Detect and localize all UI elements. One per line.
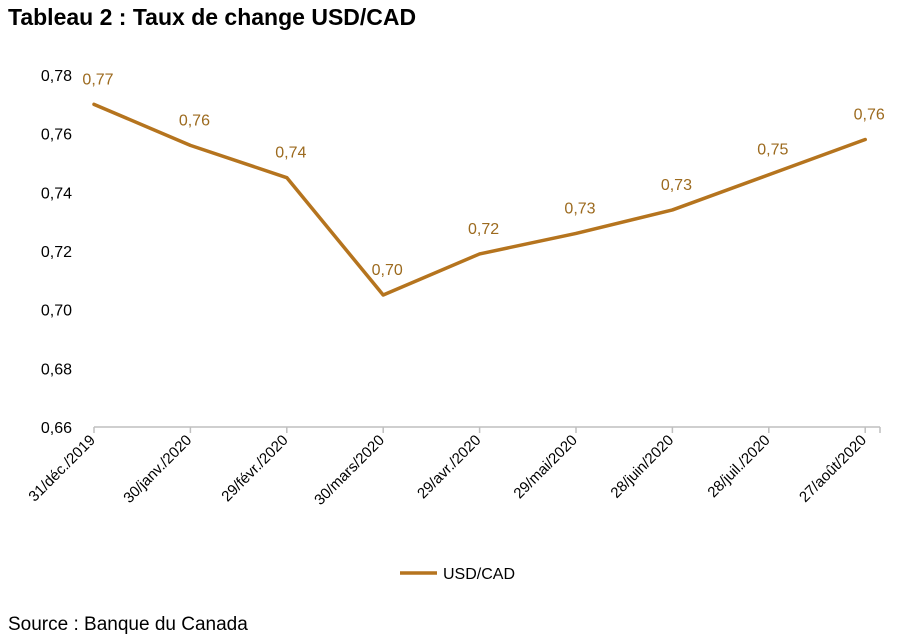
data-label: 0,73 (661, 177, 692, 194)
data-point (381, 293, 385, 297)
source-note: Source : Banque du Canada (8, 614, 248, 635)
data-label: 0,76 (179, 112, 210, 129)
data-point (767, 173, 771, 177)
series-line (92, 102, 867, 297)
data-label: 0,75 (757, 142, 788, 159)
legend-label-usd-cad: USD/CAD (443, 566, 515, 583)
y-tick-label: 0,76 (41, 127, 72, 144)
series-usd-cad (92, 102, 867, 297)
data-point (863, 138, 867, 142)
legend: USD/CAD (400, 566, 515, 583)
data-labels: 0,77 0,76 0,74 0,70 0,72 0,73 0,73 0,75 0,76 (82, 71, 884, 279)
x-tick-label: 28/juil./2020 (704, 432, 773, 501)
data-label: 0,73 (564, 200, 595, 217)
data-label: 0,77 (82, 71, 113, 88)
data-label: 0,74 (275, 145, 306, 162)
data-point (574, 231, 578, 235)
x-tick-label: 29/févr./2020 (218, 432, 291, 505)
x-tick-label: 28/juin/2020 (607, 432, 677, 502)
y-tick-label: 0,72 (41, 244, 72, 261)
y-tick-label: 0,66 (41, 420, 72, 437)
chart-title: Tableau 2 : Taux de change USD/CAD (8, 4, 417, 30)
data-point (670, 208, 674, 212)
y-tick-label: 0,68 (41, 361, 72, 378)
y-axis-tick-labels: 0,66 0,68 0,70 0,72 0,74 0,76 0,78 (41, 68, 72, 437)
data-label: 0,76 (854, 107, 885, 124)
x-axis-tick-labels: 31/déc./2019 30/janv./2020 29/févr./2020 30… (25, 432, 870, 509)
data-label: 0,72 (468, 221, 499, 238)
x-tick-label: 31/déc./2019 (25, 432, 98, 505)
x-tick-label: 30/janv./2020 (120, 432, 195, 507)
x-tick-label: 29/mai/2020 (510, 432, 580, 502)
x-tick-label: 30/mars/2020 (311, 432, 388, 509)
x-axis-ticks (93, 427, 881, 433)
x-tick-label: 29/avr./2020 (414, 432, 484, 502)
data-point (92, 102, 96, 106)
y-tick-label: 0,74 (41, 185, 72, 202)
y-tick-label: 0,78 (41, 68, 72, 85)
data-point (478, 252, 482, 256)
data-label: 0,70 (372, 262, 403, 279)
x-tick-label: 27/août/2020 (796, 432, 870, 506)
data-point (285, 176, 289, 180)
data-point (188, 143, 192, 147)
y-tick-label: 0,70 (41, 303, 72, 320)
